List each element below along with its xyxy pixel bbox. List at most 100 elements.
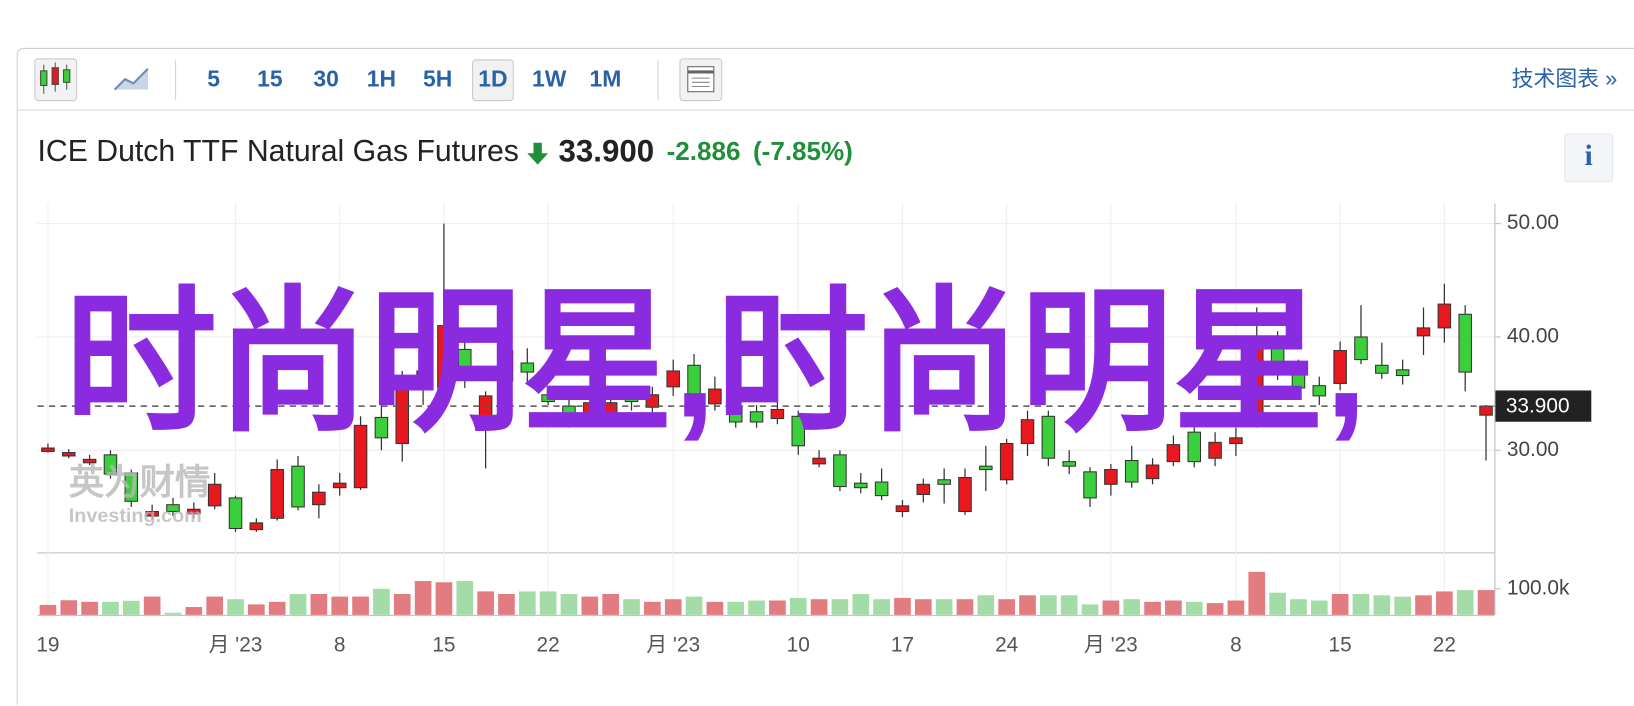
layout-icon-button[interactable] — [679, 58, 723, 102]
candle-body — [1229, 437, 1243, 445]
candle-body — [458, 348, 472, 381]
volume-bar — [706, 601, 724, 615]
info-button[interactable]: i — [1564, 133, 1614, 183]
volume-bar — [289, 593, 307, 615]
candle-body — [1479, 405, 1493, 416]
volume-bar — [102, 601, 119, 615]
interval-button[interactable]: 1H — [367, 65, 396, 91]
volume-bar — [143, 596, 161, 615]
candle-body — [1458, 313, 1472, 373]
volume-bar — [1123, 599, 1141, 615]
x-tick-label: 22 — [537, 634, 560, 657]
interval-button[interactable]: 5 — [207, 65, 220, 91]
candle-body — [1333, 350, 1347, 384]
candle-body — [708, 388, 722, 405]
candle-body — [1249, 343, 1264, 417]
candle-body — [854, 482, 868, 489]
volume-bar — [1206, 603, 1224, 615]
change-percent: (-7.85%) — [753, 136, 853, 166]
plot — [37, 203, 1495, 615]
x-tick-label: 15 — [432, 634, 455, 657]
interval-button[interactable]: 1D — [478, 65, 507, 91]
candle-body — [416, 370, 430, 383]
icon-area — [114, 68, 148, 90]
candle-body — [749, 411, 764, 423]
volume-bar — [1310, 600, 1328, 615]
candle-body — [1416, 327, 1431, 337]
icon-body — [51, 67, 59, 85]
info-icon: i — [1585, 140, 1593, 172]
candle-body — [979, 465, 993, 471]
volume-bar — [1269, 592, 1286, 615]
volume-bar — [248, 604, 265, 615]
volume-bar — [685, 596, 703, 615]
volume-bar — [268, 601, 286, 615]
candle-body — [541, 394, 555, 403]
y-tick-label: 30.00 — [1507, 438, 1559, 461]
volume-bar — [414, 580, 432, 615]
x-tick-label: 10 — [787, 634, 810, 657]
volume-bar — [789, 597, 807, 615]
volume-bar — [456, 580, 474, 615]
candle-body — [812, 457, 826, 465]
candle-body — [833, 454, 847, 488]
y-tick-label: 40.00 — [1507, 324, 1559, 347]
volume-bar — [1394, 596, 1412, 615]
candle-body — [770, 408, 785, 420]
candle-body — [874, 481, 889, 497]
candle-body — [916, 483, 931, 496]
volume-bar — [664, 599, 682, 615]
candle-body — [124, 472, 139, 502]
volume-bar — [727, 601, 745, 615]
volume-bar — [1040, 595, 1057, 615]
candle-body — [791, 415, 806, 447]
candle-body — [1104, 469, 1118, 485]
candle-body — [958, 476, 972, 513]
interval-button[interactable]: 1M — [590, 65, 622, 91]
volume-bar — [873, 599, 890, 615]
watermark: 时尚明星,时尚明星, — [65, 275, 1368, 450]
volume-bar — [581, 596, 599, 615]
volume-bar — [373, 588, 390, 615]
candle-icon-button[interactable] — [34, 58, 78, 102]
volume-bar — [185, 607, 203, 615]
candle-body — [395, 379, 410, 445]
y-tick-label: 50.00 — [1507, 211, 1559, 234]
interval-button[interactable]: 30 — [313, 65, 338, 91]
candle-body — [1166, 444, 1181, 463]
instrument-title: ICE Dutch TTF Natural Gas Futures — [38, 135, 519, 168]
interval-button[interactable]: 15 — [257, 65, 283, 91]
volume-bar — [122, 600, 140, 615]
volume-bar — [39, 604, 57, 615]
volume-bar — [935, 599, 953, 615]
candle-body — [520, 362, 535, 373]
volume-bar — [831, 599, 849, 615]
area-icon-button[interactable] — [113, 68, 149, 91]
interval-button[interactable]: 5H — [423, 65, 452, 91]
volume-bar — [1019, 595, 1036, 615]
volume-bar — [435, 582, 453, 615]
x-tick-label: 月 '23 — [209, 634, 263, 657]
volume-bar — [810, 599, 828, 615]
candle-body — [1437, 303, 1452, 329]
candle-body — [1375, 364, 1389, 374]
volume-bar — [539, 591, 557, 615]
candle-body — [1312, 385, 1327, 397]
icon-body — [40, 70, 48, 86]
change: -2.886 — [667, 136, 741, 166]
technical-link[interactable]: 技术图表 » — [1512, 66, 1618, 91]
candle-body — [1020, 419, 1035, 445]
x-tick-label: 月 '23 — [1084, 634, 1138, 657]
down-arrow — [527, 142, 549, 165]
candle-body — [374, 416, 389, 439]
volume-bar — [956, 599, 974, 615]
interval-button[interactable]: 1W — [532, 65, 567, 91]
x-tick-label: 8 — [334, 634, 346, 657]
volume-bar — [894, 597, 911, 615]
volume-bar — [477, 591, 494, 615]
candle-body — [999, 442, 1014, 481]
volume-bar — [623, 599, 640, 615]
candle-body — [624, 393, 639, 403]
candle-body — [312, 491, 326, 506]
